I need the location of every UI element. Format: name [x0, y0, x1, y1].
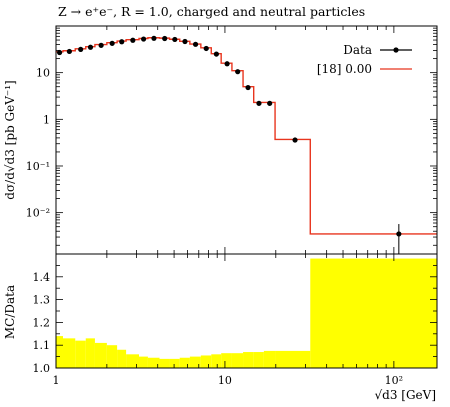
lower-plot-frame [55, 253, 438, 369]
legend: Data [18] 0.00 [317, 43, 412, 76]
upper-y-axis-label: dσ/d√d3 [pb GeV⁻¹] [3, 80, 17, 199]
data-point [224, 61, 230, 67]
axes: 1 10 10² 10 1 10⁻¹ 10⁻² 1.0 1.1 1.2 1.3 1.4 [26, 25, 437, 387]
ratio-band-bin [211, 354, 222, 368]
ratio-y-tick-label: 1.3 [33, 294, 51, 307]
ratio-band-bin [147, 357, 160, 368]
data-point [213, 51, 219, 57]
data-point [98, 42, 104, 48]
data-point [151, 35, 157, 41]
ratio-band-bin [263, 350, 276, 368]
ratio-y-tick-label: 1.0 [33, 362, 51, 375]
data-point [66, 48, 72, 55]
ratio-band-bin [253, 352, 264, 368]
ratio-band-bin [243, 352, 254, 368]
data-point [292, 137, 298, 143]
data-point [56, 49, 63, 56]
data-point [78, 46, 84, 53]
x-axis-label: √d3 [GeV] [375, 388, 437, 402]
y-tick-label: 1 [43, 113, 50, 126]
data-point [172, 36, 178, 43]
ratio-band-bin [126, 354, 140, 368]
x-tick-label: 10 [218, 374, 232, 387]
data-point [130, 37, 136, 43]
ratio-band-bin [189, 356, 201, 368]
data-point [256, 100, 262, 106]
legend-marker-data [393, 47, 399, 53]
ratio-band-bin [56, 336, 63, 368]
ratio-band-bin [275, 350, 311, 368]
upper-plot-content [56, 35, 437, 254]
ratio-band-bin [75, 340, 86, 368]
ratio-band-bin [139, 356, 148, 368]
data-point [192, 41, 199, 47]
upper-plot-frame [55, 25, 438, 255]
legend-label-model: [18] 0.00 [317, 62, 372, 76]
y-tick-label: 10 [36, 67, 50, 80]
legend-label-data: Data [343, 43, 372, 57]
ratio-y-axis-label: MC/Data [3, 285, 17, 339]
ratio-band-bin [310, 258, 437, 368]
ratio-band-bin [231, 353, 244, 368]
data-point [140, 36, 147, 42]
data-point [245, 84, 251, 91]
y-tick-label: 10⁻² [26, 207, 50, 220]
data-point [267, 100, 273, 106]
data-point [203, 45, 209, 52]
data-point [119, 39, 125, 45]
ratio-band-bin [106, 345, 118, 368]
ratio-band-bin [179, 357, 190, 368]
model-step-line [56, 37, 437, 235]
data-point [162, 35, 168, 42]
data-point [235, 69, 241, 75]
ratio-band-bin [117, 349, 127, 368]
chart-title: Z → e⁺e⁻, R = 1.0, charged and neutral p… [58, 4, 365, 19]
data-point [87, 44, 94, 50]
data-point [396, 231, 402, 237]
ratio-band-bin [159, 358, 170, 368]
ratio-y-tick-label: 1.4 [33, 271, 51, 284]
x-tick-label: 10² [385, 374, 403, 387]
ratio-band-bin [221, 353, 232, 368]
x-tick-label: 1 [53, 374, 60, 387]
ratio-band-bin [94, 342, 107, 368]
ratio-band-bin [169, 358, 180, 368]
ratio-band-bin [200, 355, 212, 368]
data-point [182, 38, 188, 45]
y-tick-label: 10⁻¹ [26, 160, 50, 173]
data-point [109, 40, 115, 46]
ratio-band-bin [85, 338, 95, 368]
ratio-y-tick-label: 1.2 [33, 316, 51, 329]
ratio-y-tick-label: 1.1 [33, 339, 51, 352]
ratio-band-bin [62, 338, 76, 368]
ratio-plot-content [56, 258, 437, 368]
